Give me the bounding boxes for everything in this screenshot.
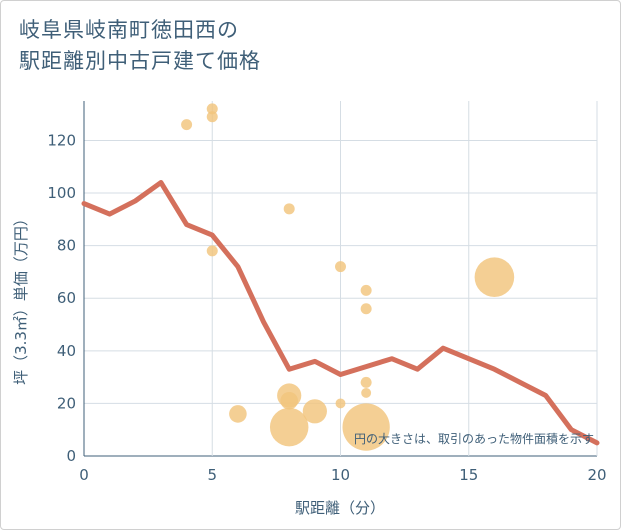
data-bubble — [342, 403, 390, 451]
chart-title: 岐阜県岐南町徳田西の 駅距離別中古戸建て価格 — [19, 15, 261, 77]
x-tick-label: 15 — [459, 466, 478, 484]
data-bubble — [302, 399, 327, 424]
data-bubble — [206, 103, 218, 115]
title-line-1: 岐阜県岐南町徳田西の — [19, 18, 239, 42]
data-bubble — [360, 303, 372, 315]
average-price-line — [81, 180, 600, 446]
data-bubble — [283, 203, 295, 215]
data-bubble — [181, 119, 193, 131]
y-axis-label: 坪（3.3㎡）単価（万円） — [12, 211, 30, 385]
grid-lines — [83, 101, 598, 457]
title-line-2: 駅距離別中古戸建て価格 — [19, 49, 261, 73]
size-note: 円の大きさは、取引のあった物件面積を示す — [354, 431, 594, 446]
bubble-layer — [181, 103, 515, 451]
y-tick-label: 0 — [66, 447, 76, 465]
data-bubble — [280, 391, 299, 410]
x-tick-label: 0 — [79, 466, 89, 484]
data-bubble — [206, 111, 218, 123]
x-tick-label: 10 — [331, 466, 350, 484]
y-tick-label: 60 — [57, 289, 76, 307]
data-bubble — [361, 387, 372, 398]
data-bubble — [206, 245, 218, 257]
data-bubble — [474, 257, 515, 297]
data-bubble — [335, 398, 346, 409]
average-line-layer — [81, 180, 600, 446]
data-bubble — [269, 407, 309, 447]
data-bubble — [360, 284, 372, 296]
data-bubble — [335, 261, 346, 273]
y-tick-label: 80 — [57, 237, 76, 255]
x-axis-label: 駅距離（分） — [295, 499, 385, 517]
x-tick-label: 5 — [207, 466, 217, 484]
y-tick-label: 100 — [47, 184, 76, 202]
x-tick-label: 20 — [587, 466, 606, 484]
y-tick-label: 20 — [57, 394, 76, 412]
data-bubble — [360, 376, 372, 388]
y-tick-label: 120 — [47, 131, 76, 149]
data-bubble — [229, 405, 247, 423]
y-tick-label: 40 — [57, 342, 76, 360]
tick-labels: 0 20 40 60 80 100 120 0 5 10 15 20 — [47, 131, 606, 484]
